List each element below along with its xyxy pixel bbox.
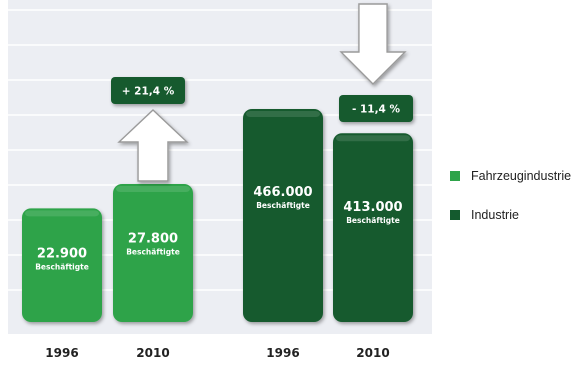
- year-labels: 1996 2010 1996 2010: [45, 346, 389, 360]
- bar-group: 22.900Beschäftigte27.800Beschäftigte466.…: [22, 109, 413, 322]
- legend-label: Industrie: [471, 208, 519, 222]
- change-badge: [111, 77, 185, 104]
- bar-value-label: 22.900: [37, 247, 87, 262]
- bar-value-label: 413.000: [343, 200, 402, 215]
- bar-highlight: [336, 135, 410, 142]
- legend: Fahrzeugindustrie Industrie: [450, 169, 571, 222]
- bar-unit-label: Beschäftigte: [126, 247, 180, 256]
- arrow-down-icon: [339, 3, 407, 85]
- bar-value-label: 27.800: [128, 231, 178, 246]
- bar-highlight: [246, 111, 320, 117]
- bar-value-label: 466.000: [253, 185, 312, 200]
- bar-unit-label: Beschäftigte: [35, 263, 89, 272]
- change-badges: + 21,4 % - 11,4 %: [111, 77, 413, 122]
- bar-unit-label: Beschäftigte: [346, 216, 400, 225]
- year-label: 2010: [136, 346, 169, 360]
- change-label: - 11,4 %: [352, 104, 401, 116]
- bar-fahrzeugindustrie-1996: [22, 208, 102, 322]
- change-label: + 21,4 %: [122, 86, 175, 98]
- year-label: 2010: [356, 346, 389, 360]
- bar-unit-label: Beschäftigte: [256, 201, 310, 210]
- change-badge: [339, 95, 413, 122]
- arrow-up-icon: [117, 109, 189, 182]
- bar-industrie-1996: [243, 109, 323, 322]
- legend-swatch: [450, 171, 460, 181]
- legend-label: Fahrzeugindustrie: [471, 169, 571, 183]
- legend-swatch: [450, 210, 460, 220]
- bar-highlight: [25, 210, 99, 217]
- year-label: 1996: [266, 346, 299, 360]
- bar-highlight: [116, 186, 190, 192]
- bar-industrie-2010: [333, 133, 413, 322]
- bar-fahrzeugindustrie-2010: [113, 184, 193, 322]
- change-arrows: [117, 3, 407, 182]
- year-label: 1996: [45, 346, 78, 360]
